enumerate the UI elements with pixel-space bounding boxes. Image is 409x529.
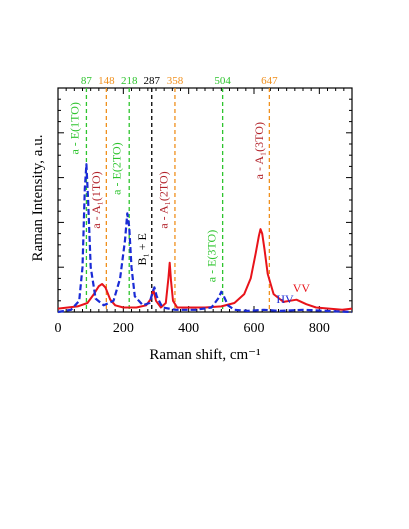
marker-label: 358 [167,75,184,87]
series-vv-line [57,228,353,311]
series-label: HV [276,292,294,306]
marker-label: 87 [81,75,93,87]
x-tick-label: 400 [178,321,199,336]
marker-label: 647 [261,75,278,87]
x-tick-label: 200 [113,321,134,336]
series-hv-line [57,163,353,314]
peak-annotation: a - E(2TO) [110,142,124,194]
peak-annotation: a - A₁(1TO) [89,171,103,228]
x-tick-label: 600 [244,321,265,336]
peak-annotation: a - E(1TO) [67,102,81,154]
peak-annotation: a - A₁(3TO) [252,122,266,179]
x-tick-label: 0 [55,321,62,336]
peak-annotation: a - A₁(2TO) [156,171,170,228]
series-label: VV [293,281,311,295]
peak-annotation: B₁ + E [135,233,149,265]
x-tick-label: 800 [309,321,330,336]
marker-label: 148 [98,75,115,87]
x-axis-title: Raman shift, cm⁻¹ [149,347,260,363]
peak-annotation: a - E(3TO) [205,230,219,282]
marker-label: 504 [214,75,231,87]
marker-label: 218 [121,75,138,87]
y-axis-title: Raman Intensity, a.u. [30,135,46,262]
marker-label: 287 [144,75,161,87]
